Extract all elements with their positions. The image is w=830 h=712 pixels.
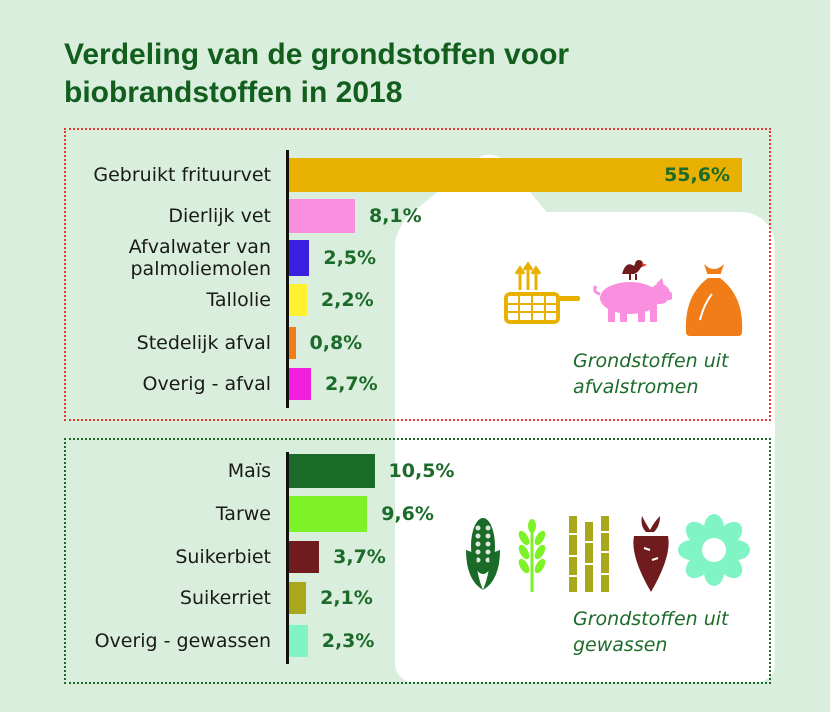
waste-group-label-line-2: afvalstromen — [573, 376, 699, 398]
crops-value-label-tarwe: 9,6% — [381, 503, 434, 525]
waste-category-label-stedelijk-afval: Stedelijk afval — [136, 332, 271, 354]
crops-bar-suikerbiet — [289, 541, 320, 573]
crops-category-label-mais: Maïs — [227, 460, 271, 482]
crops-bar-overig-gewassen — [289, 625, 308, 657]
waste-group-label: Grondstoffen uit afvalstromen — [573, 348, 729, 400]
crops-value-label-mais: 10,5% — [388, 460, 455, 482]
crops-category-label-tarwe: Tarwe — [215, 503, 271, 525]
waste-category-label-afvalwater-van-palmoliemolen: Afvalwater van palmoliemolen — [128, 236, 271, 280]
crops-bar-suikerriet — [289, 582, 307, 614]
waste-value-label-overig-afval: 2,7% — [324, 373, 378, 395]
chart-title: Verdeling van de grondstoffen voor biobr… — [64, 36, 569, 112]
crops-chart-axis — [286, 452, 289, 664]
waste-category-label-gebruikt-frituurvet: Gebruikt frituurvet — [93, 164, 271, 186]
waste-bar-tallolie — [289, 284, 307, 316]
waste-value-label-stedelijk-afval: 0,8% — [309, 332, 363, 354]
crops-group-label: Grondstoffen uit gewassen — [573, 606, 729, 658]
waste-group-label-line-1: Grondstoffen uit — [573, 350, 729, 372]
waste-value-label-afvalwater-van-palmoliemolen: 2,5% — [323, 247, 377, 269]
waste-bar-dierlijk-vet — [289, 199, 355, 233]
crops-value-label-overig-gewassen: 2,3% — [321, 630, 375, 652]
waste-value-label-gebruikt-frituurvet: 55,6% — [664, 164, 730, 186]
corn-icon — [466, 518, 500, 590]
sugar-beet-icon — [633, 516, 669, 592]
crops-group-frame — [64, 438, 771, 684]
crops-bar-tarwe — [289, 496, 368, 532]
waste-chart-axis — [286, 150, 289, 408]
crops-category-label-suikerriet: Suikerriet — [179, 587, 271, 609]
waste-bar-gebruikt-frituurvet — [289, 158, 742, 192]
waste-bar-stedelijk-afval — [289, 327, 296, 359]
crops-value-label-suikerriet: 2,1% — [320, 587, 373, 609]
wheat-icon — [518, 519, 546, 592]
chart-title-line-2: biobrandstoffen in 2018 — [64, 76, 403, 109]
sugarcane-icon — [569, 516, 609, 592]
crops-category-label-overig-gewassen: Overig - gewassen — [94, 630, 271, 652]
fryer-icon — [504, 262, 580, 324]
waste-value-label-tallolie: 2,2% — [320, 289, 374, 311]
waste-category-label-dierlijk-vet: Dierlijk vet — [168, 205, 271, 227]
pig-with-chicken-icon — [593, 260, 672, 322]
crops-group-label-line-1: Grondstoffen uit — [573, 608, 729, 630]
waste-category-label-overig-afval: Overig - afval — [142, 373, 271, 395]
crops-bar-mais — [289, 454, 375, 488]
waste-category-label-tallolie: Tallolie — [206, 289, 271, 311]
garbage-bag-icon — [685, 264, 743, 336]
crops-category-label-suikerbiet: Suikerbiet — [175, 546, 271, 568]
waste-bar-overig-afval — [289, 368, 311, 400]
waste-bar-afvalwater-van-palmoliemolen — [289, 240, 310, 276]
crops-group-label-line-2: gewassen — [573, 634, 668, 656]
waste-group-frame — [64, 128, 771, 421]
chart-title-line-1: Verdeling van de grondstoffen voor — [64, 38, 570, 71]
flower-icon — [678, 514, 750, 586]
waste-value-label-dierlijk-vet: 8,1% — [368, 205, 422, 227]
crops-value-label-suikerbiet: 3,7% — [333, 546, 386, 568]
